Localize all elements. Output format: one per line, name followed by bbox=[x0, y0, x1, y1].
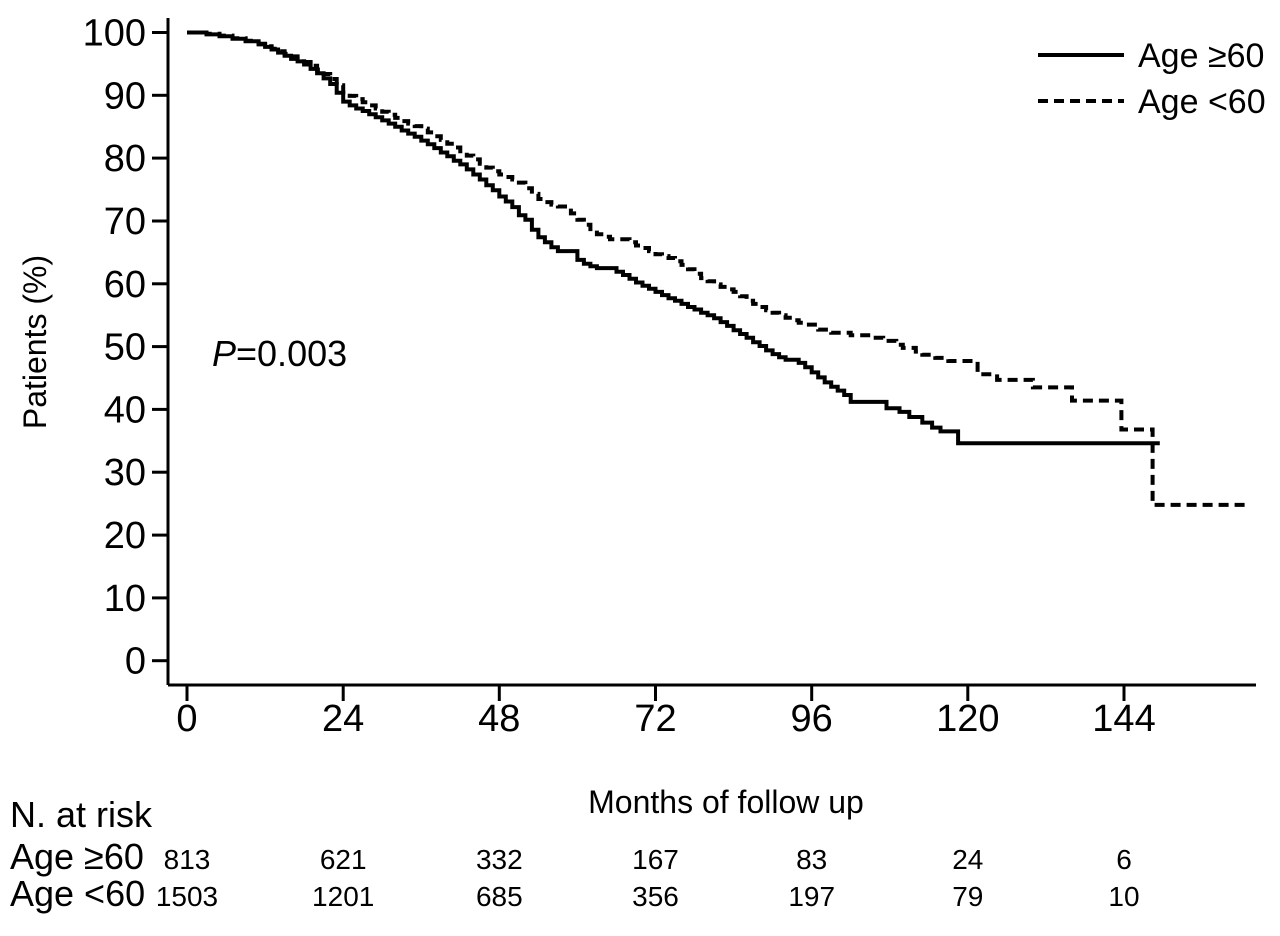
risk-count: 685 bbox=[476, 881, 523, 912]
y-tick-label: 50 bbox=[104, 327, 146, 369]
p-value-text: P=0.003 bbox=[212, 333, 347, 374]
y-tick-label: 20 bbox=[104, 515, 146, 557]
y-axis-title: Patients (%) bbox=[17, 255, 53, 429]
risk-table-title: N. at risk bbox=[10, 794, 153, 835]
risk-count: 332 bbox=[476, 844, 523, 875]
risk-row-label: Age ≥60 bbox=[10, 836, 144, 877]
x-tick-label: 24 bbox=[322, 698, 364, 740]
p-value-symbol: P bbox=[212, 333, 236, 374]
legend: Age ≥60 Age <60 bbox=[1038, 37, 1266, 121]
y-tick-label: 60 bbox=[104, 264, 146, 306]
y-tick-label: 80 bbox=[104, 138, 146, 180]
x-tick-label: 120 bbox=[936, 698, 999, 740]
y-tick-label: 90 bbox=[104, 75, 146, 117]
risk-row-label: Age <60 bbox=[10, 873, 145, 914]
y-tick-label: 70 bbox=[104, 201, 146, 243]
axis-lines bbox=[166, 18, 1256, 687]
risk-count: 1201 bbox=[312, 881, 374, 912]
legend-label: Age <60 bbox=[1138, 83, 1266, 121]
x-tick-label: 72 bbox=[634, 698, 676, 740]
risk-count: 197 bbox=[788, 881, 835, 912]
x-tick-label: 48 bbox=[478, 698, 520, 740]
y-tick-label: 100 bbox=[83, 13, 146, 55]
y-tick-label: 10 bbox=[104, 578, 146, 620]
risk-count: 167 bbox=[632, 844, 679, 875]
risk-count: 24 bbox=[952, 844, 983, 875]
x-tick-label: 0 bbox=[176, 698, 197, 740]
p-value-number: =0.003 bbox=[236, 333, 347, 374]
y-tick-label: 30 bbox=[104, 452, 146, 494]
x-tick-label: 144 bbox=[1092, 698, 1155, 740]
x-tick-label: 96 bbox=[791, 698, 833, 740]
risk-count: 83 bbox=[796, 844, 827, 875]
p-value-annotation: P=0.003 bbox=[212, 333, 347, 374]
survival-curve-dashed bbox=[187, 30, 1248, 507]
legend-label: Age ≥60 bbox=[1138, 37, 1264, 75]
risk-count: 621 bbox=[320, 844, 367, 875]
risk-count: 1503 bbox=[156, 881, 218, 912]
y-tick-label: 40 bbox=[104, 389, 146, 431]
risk-count: 10 bbox=[1108, 881, 1139, 912]
risk-count: 79 bbox=[952, 881, 983, 912]
y-tick-label: 0 bbox=[125, 641, 146, 683]
risk-count: 6 bbox=[1116, 844, 1132, 875]
axes: 0 10 20 30 40 50 60 70 80 90 100 0 24 48 72 96 120 144 Mon… bbox=[17, 13, 1256, 820]
x-axis-title: Months of follow up bbox=[588, 784, 864, 820]
risk-count: 356 bbox=[632, 881, 679, 912]
risk-count: 813 bbox=[164, 844, 211, 875]
survival-curves bbox=[187, 30, 1248, 507]
